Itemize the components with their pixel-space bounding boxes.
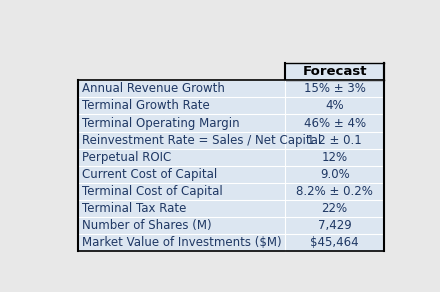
Bar <box>78 97 285 114</box>
Bar <box>78 149 285 166</box>
Bar <box>285 97 385 114</box>
Text: 15% ± 3%: 15% ± 3% <box>304 82 366 95</box>
Bar <box>78 80 285 97</box>
Text: Number of Shares (M): Number of Shares (M) <box>81 219 211 232</box>
Bar <box>285 80 385 97</box>
Bar <box>78 234 285 251</box>
Bar <box>78 183 285 200</box>
Text: Terminal Tax Rate: Terminal Tax Rate <box>81 202 186 215</box>
Bar <box>78 132 285 149</box>
Text: 46% ± 4%: 46% ± 4% <box>304 117 366 130</box>
Text: 8.2% ± 0.2%: 8.2% ± 0.2% <box>296 185 373 198</box>
Bar <box>285 114 385 132</box>
Text: 22%: 22% <box>322 202 348 215</box>
Text: $45,464: $45,464 <box>310 236 359 249</box>
Bar <box>78 63 285 80</box>
Text: 1.2 ± 0.1: 1.2 ± 0.1 <box>307 134 362 147</box>
Bar <box>78 166 285 183</box>
Text: Market Value of Investments ($M): Market Value of Investments ($M) <box>81 236 281 249</box>
Bar <box>285 132 385 149</box>
Text: 4%: 4% <box>325 99 344 112</box>
Bar <box>285 149 385 166</box>
Text: Terminal Operating Margin: Terminal Operating Margin <box>81 117 239 130</box>
Text: Annual Revenue Growth: Annual Revenue Growth <box>81 82 224 95</box>
Text: 9.0%: 9.0% <box>320 168 349 181</box>
Bar <box>285 63 385 80</box>
Text: Current Cost of Capital: Current Cost of Capital <box>81 168 217 181</box>
Bar <box>285 234 385 251</box>
Text: Reinvestment Rate = Sales / Net Capital: Reinvestment Rate = Sales / Net Capital <box>81 134 321 147</box>
Bar <box>285 200 385 217</box>
Bar <box>285 217 385 234</box>
Bar <box>78 200 285 217</box>
Text: Forecast: Forecast <box>302 65 367 78</box>
Bar <box>78 217 285 234</box>
Bar <box>78 114 285 132</box>
Bar <box>285 183 385 200</box>
Text: Terminal Cost of Capital: Terminal Cost of Capital <box>81 185 222 198</box>
Text: 7,429: 7,429 <box>318 219 352 232</box>
Text: 12%: 12% <box>322 151 348 164</box>
Text: Perpetual ROIC: Perpetual ROIC <box>81 151 171 164</box>
Text: Terminal Growth Rate: Terminal Growth Rate <box>81 99 209 112</box>
Bar <box>285 166 385 183</box>
